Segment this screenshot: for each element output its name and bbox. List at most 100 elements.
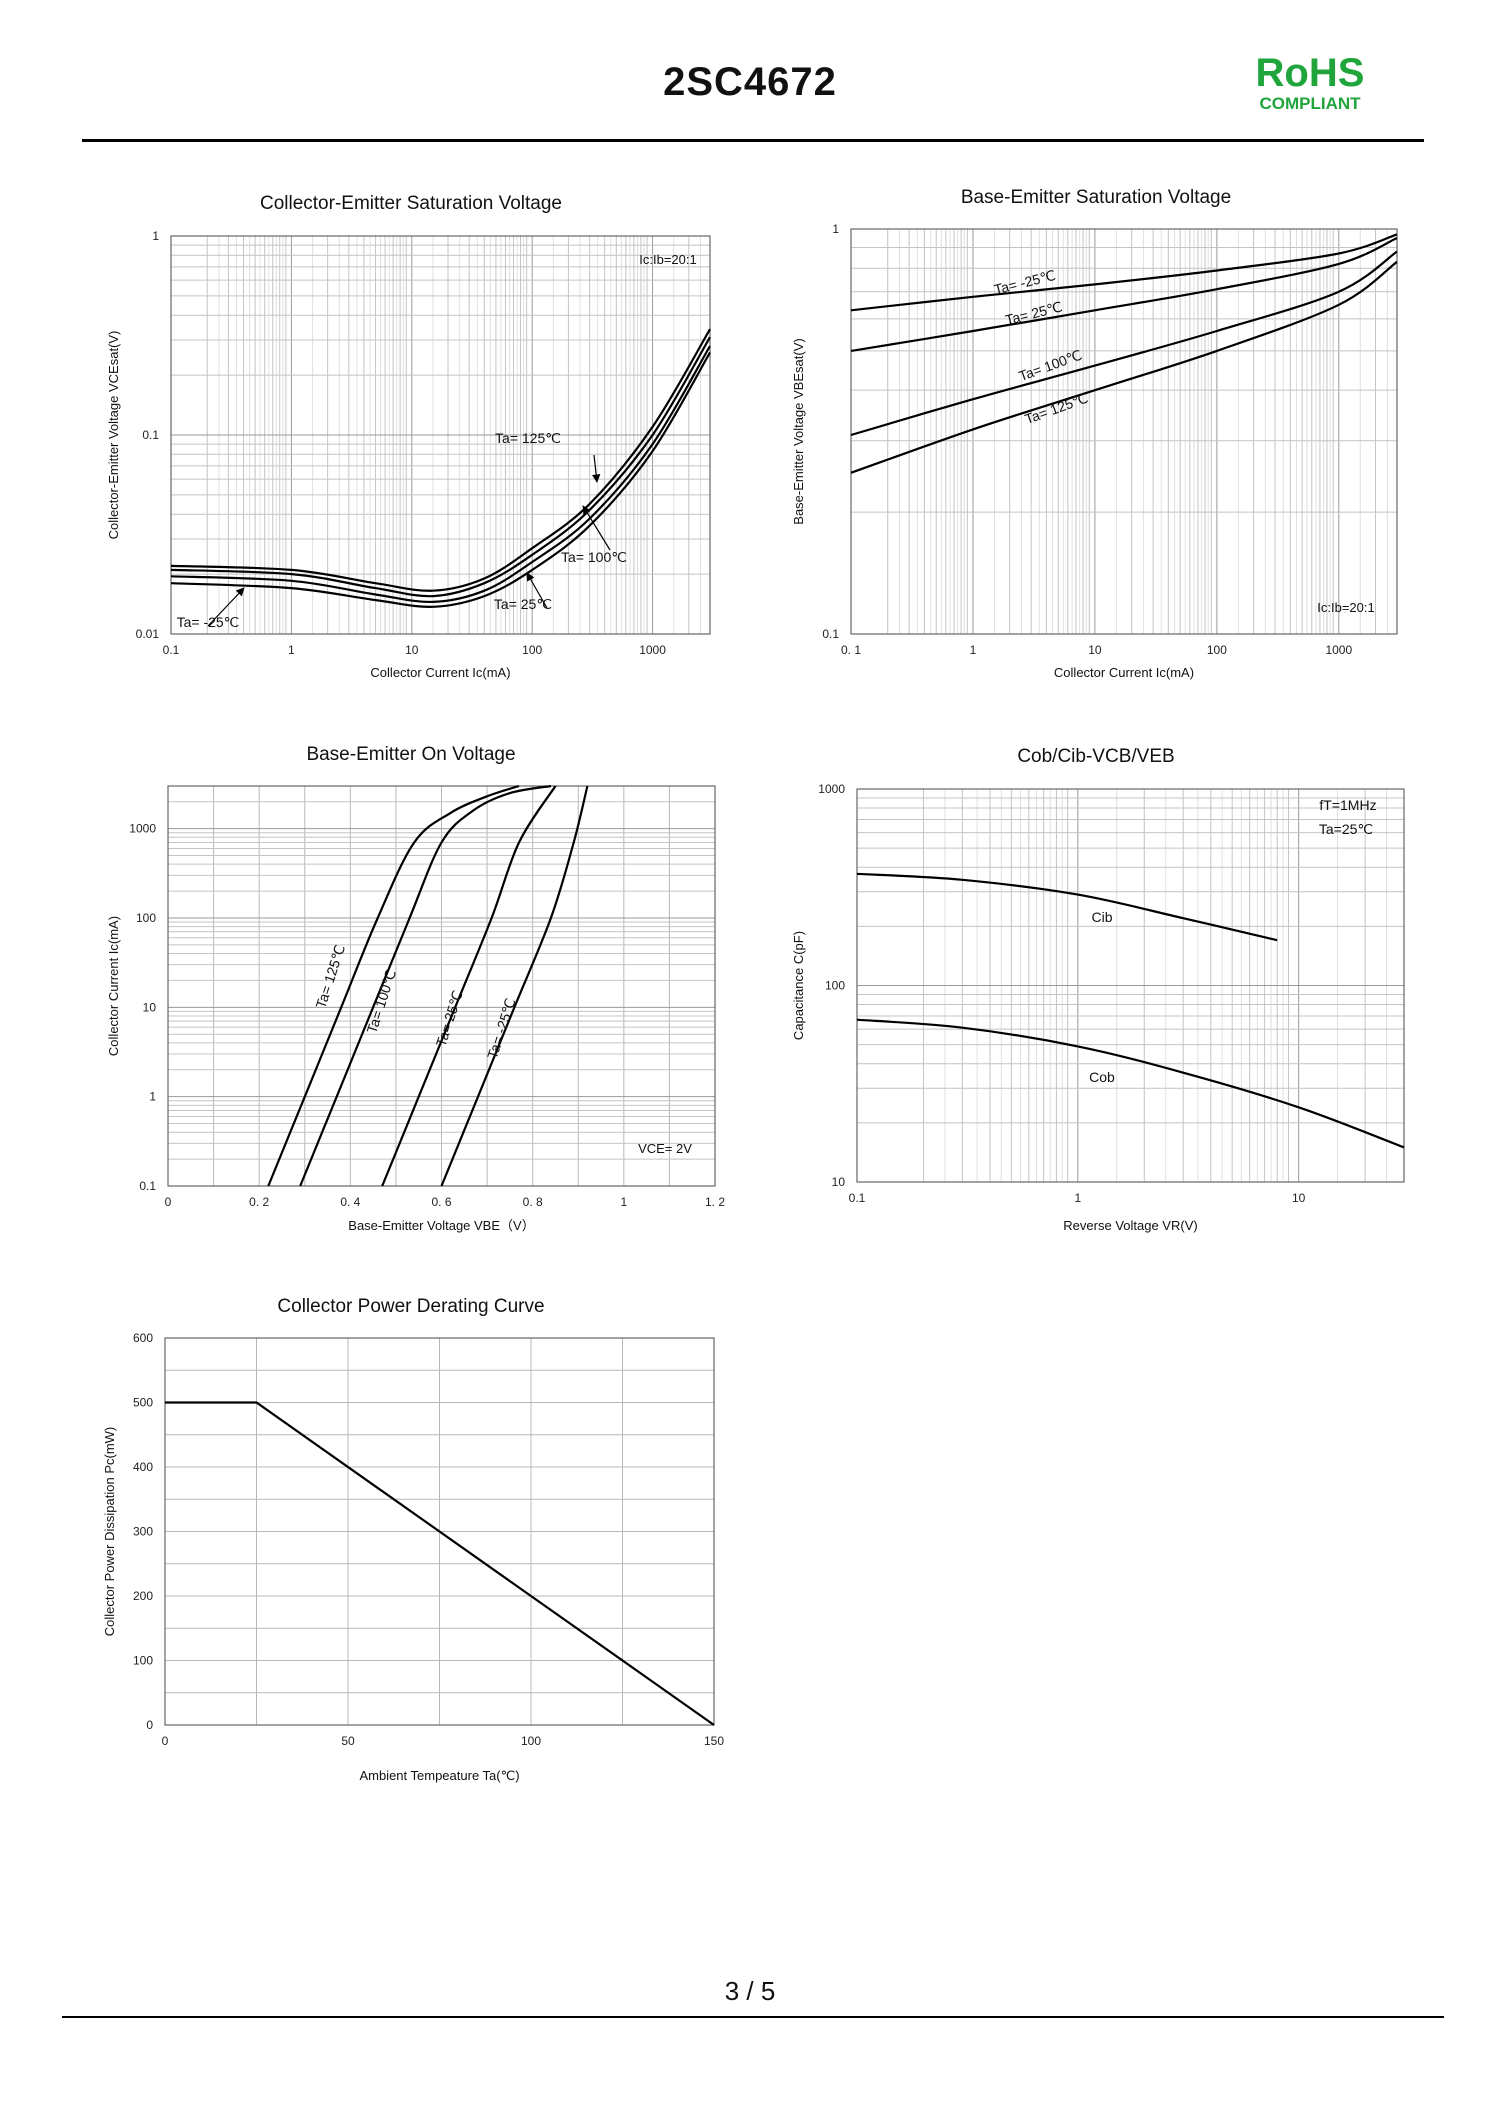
derating-y-tick: 200 — [133, 1589, 153, 1603]
vcesat-series-label: Ta= 100℃ — [561, 549, 627, 565]
derating-y-tick: 600 — [133, 1331, 153, 1345]
vcesat-plot-frame — [170, 235, 711, 635]
header-rule — [82, 139, 1424, 142]
vbeon-series-ta25 — [381, 785, 557, 1187]
vbeon-series-label: Ta= -25℃ — [484, 996, 519, 1061]
vbesat-x-tick: 1 — [970, 643, 977, 657]
vbeon-y-tick: 0.1 — [139, 1179, 156, 1193]
vbesat-x-tick: 1000 — [1325, 643, 1352, 657]
vbesat-series-ta125 — [850, 260, 1398, 474]
cap-series-label: Cib — [1091, 909, 1112, 925]
vbesat-title: Base-Emitter Saturation Voltage — [961, 187, 1231, 208]
vbeon-x-tick: 1 — [620, 1195, 627, 1209]
vcesat-x-label: Collector Current Ic(mA) — [370, 665, 510, 680]
vcesat-x-tick: 0.1 — [163, 643, 180, 657]
derating-x-tick: 0 — [162, 1734, 169, 1748]
vbeon-series-label: Ta= 125℃ — [312, 943, 348, 1011]
derating-x-tick: 50 — [341, 1734, 355, 1748]
cap-x-label: Reverse Voltage VR(V) — [1063, 1218, 1197, 1233]
vcesat-y-tick: 0.01 — [136, 627, 160, 641]
cap-note: Ta=25℃ — [1319, 821, 1373, 837]
vbesat-x-tick: 100 — [1207, 643, 1227, 657]
cap-series-cib — [856, 872, 1278, 942]
vcesat-series-ta125 — [170, 328, 711, 592]
vbeon-y-tick: 1000 — [129, 822, 156, 836]
part-number-title: 2SC4672 — [663, 60, 837, 104]
vcesat-label-arrow — [591, 454, 601, 483]
vbesat-x-tick: 0. 1 — [841, 643, 861, 657]
cap-series-cob — [856, 1018, 1405, 1149]
cap-note: fT=1MHz — [1319, 797, 1376, 813]
derating-y-label: Collector Power Dissipation Pc(mW) — [102, 1427, 117, 1637]
vcesat-series-label: Ta= 125℃ — [495, 430, 561, 446]
rohs-compliant: COMPLIANT — [1259, 94, 1361, 113]
vbesat-series-ta-25 — [850, 233, 1398, 312]
vcesat-label-arrow — [582, 505, 611, 551]
vbeon-x-tick: 0 — [165, 1195, 172, 1209]
vbeon-series-ta-25 — [440, 785, 589, 1187]
vbesat-y-tick: 1 — [832, 222, 839, 236]
cap-y-tick: 100 — [825, 979, 845, 993]
vbeon-series-label: Ta= 100℃ — [363, 968, 399, 1036]
cap-y-label: Capacitance C(pF) — [791, 931, 806, 1040]
cap-title: Cob/Cib-VCB/VEB — [1017, 746, 1174, 767]
vbeon-series-ta100 — [299, 784, 552, 1187]
vcesat-label-arrow — [207, 587, 245, 627]
vcesat-note: Ic:Ib=20:1 — [639, 252, 696, 267]
vbeon-x-tick: 0. 6 — [431, 1195, 451, 1209]
derating-y-tick: 400 — [133, 1460, 153, 1474]
derating-x-tick: 100 — [521, 1734, 541, 1748]
vcesat-y-tick: 1 — [152, 229, 159, 243]
vbeon-y-label: Collector Current Ic(mA) — [106, 916, 121, 1056]
cap-y-tick: 10 — [832, 1175, 846, 1189]
vcesat-x-tick: 100 — [522, 643, 542, 657]
vcesat-x-tick: 10 — [405, 643, 419, 657]
vbesat-y-label: Base-Emitter Voltage VBEsat(V) — [791, 338, 806, 524]
derating-x-tick: 150 — [704, 1734, 724, 1748]
vbeon-title: Base-Emitter On Voltage — [306, 744, 515, 765]
derating-title: Collector Power Derating Curve — [277, 1296, 544, 1317]
cap-x-tick: 0.1 — [849, 1191, 866, 1205]
vbeon-y-tick: 1 — [149, 1090, 156, 1104]
vbesat-plot-frame — [850, 228, 1398, 635]
vcesat-series-label: Ta= -25℃ — [177, 614, 240, 630]
page-number: 3 / 5 — [724, 1976, 776, 2006]
vbeon-x-tick: 0. 4 — [340, 1195, 360, 1209]
vcesat-series-ta100 — [170, 336, 711, 598]
vcesat-label-arrow — [526, 572, 548, 609]
vbesat-x-tick: 10 — [1088, 643, 1102, 657]
vbeon-y-tick: 100 — [136, 911, 156, 925]
derating-y-tick: 0 — [146, 1718, 153, 1732]
vcesat-series-ta-25 — [170, 351, 711, 608]
vcesat-series-ta25 — [170, 345, 711, 604]
cap-x-tick: 1 — [1074, 1191, 1081, 1205]
cap-y-tick: 1000 — [818, 782, 845, 796]
cap-plot-frame — [856, 788, 1405, 1183]
vbeon-x-tick: 0. 2 — [249, 1195, 269, 1209]
vbeon-x-label: Base-Emitter Voltage VBE（V） — [348, 1218, 534, 1233]
derating-series-pc — [165, 1401, 715, 1726]
vcesat-x-tick: 1 — [288, 643, 295, 657]
vbesat-series-ta100 — [850, 250, 1398, 437]
vbeon-y-tick: 10 — [143, 1000, 157, 1014]
vbesat-x-label: Collector Current Ic(mA) — [1054, 665, 1194, 680]
vbesat-note: Ic:Ib=20:1 — [1317, 600, 1374, 615]
vbesat-y-tick: 0.1 — [822, 627, 839, 641]
derating-y-tick: 300 — [133, 1525, 153, 1539]
vbeon-series-label: Ta= 25℃ — [433, 988, 466, 1048]
vbeon-series-ta125 — [267, 784, 520, 1187]
rohs-logo: RoHS COMPLIANT — [1230, 52, 1390, 114]
vcesat-y-label: Collector-Emitter Voltage VCEsat(V) — [106, 331, 121, 540]
vbeon-note: VCE= 2V — [638, 1141, 692, 1156]
vcesat-x-tick: 1000 — [639, 643, 666, 657]
derating-y-tick: 500 — [133, 1396, 153, 1410]
cap-series-label: Cob — [1089, 1069, 1115, 1085]
rohs-label: RoHS — [1255, 51, 1365, 95]
derating-x-label: Ambient Tempeature Ta(℃) — [359, 1768, 519, 1783]
vbesat-series-label: Ta= 25℃ — [1004, 298, 1064, 328]
vcesat-series-label: Ta= 25℃ — [494, 596, 552, 612]
derating-plot-frame — [164, 1337, 715, 1726]
vcesat-title: Collector-Emitter Saturation Voltage — [260, 193, 562, 214]
vcesat-y-tick: 0.1 — [142, 428, 159, 442]
cap-x-tick: 10 — [1292, 1191, 1306, 1205]
